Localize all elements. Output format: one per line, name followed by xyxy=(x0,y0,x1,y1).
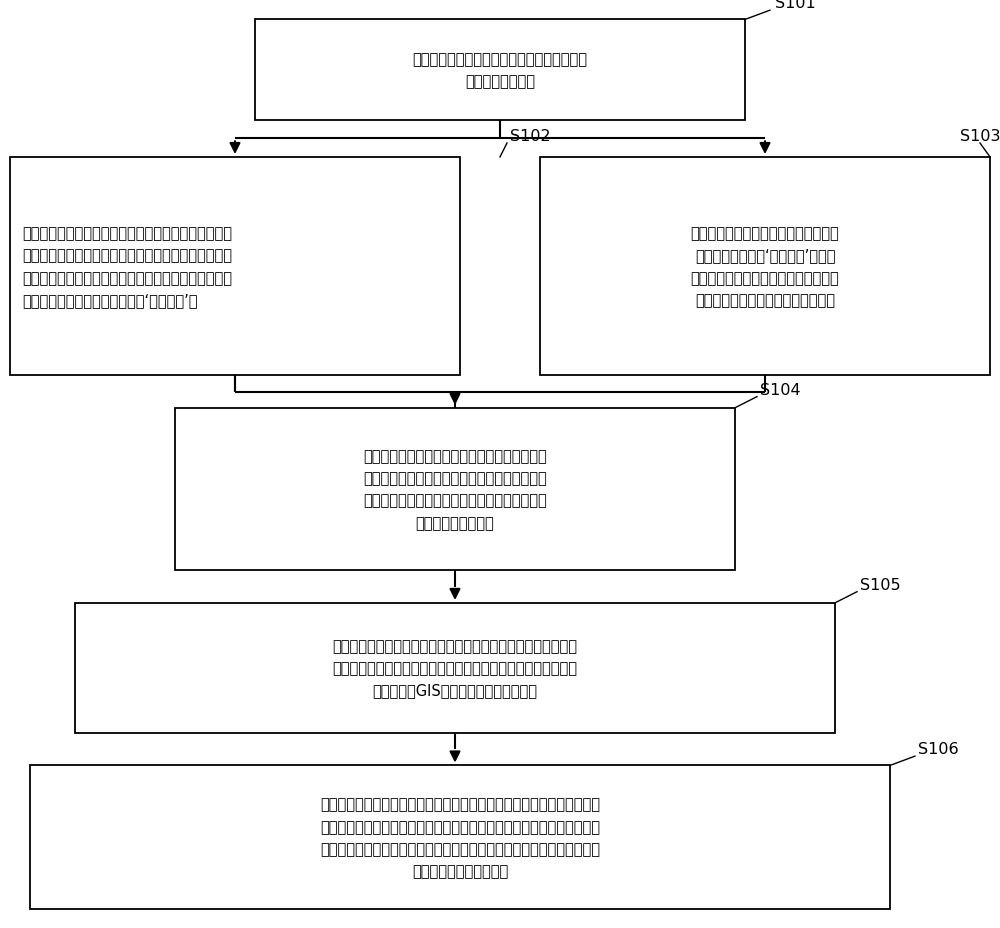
Text: S106: S106 xyxy=(918,741,959,756)
Text: 二是通过手持移动数据采集终端直接在
现场安装绑定，即‘现采现写’，两种
操作流程都可以完成电子标签的绑定操
作，可根据具体需求情况自行选择；: 二是通过手持移动数据采集终端直接在 现场安装绑定，即‘现采现写’，两种 操作流程… xyxy=(691,226,839,307)
Text: 巡检任务下发：任务的下发在服务平台后台进行
操作，操作人员根据具体巡检要求，可设置某一
次巡检任务的时间、地点、内容，也可以预定周
期性循环巡检任务；: 巡检任务下发：任务的下发在服务平台后台进行 操作，操作人员根据具体巡检要求，可设… xyxy=(363,449,547,530)
Bar xyxy=(30,766,890,909)
Text: 设备设施报修：在巡检员执行巡检任务的过程中，如果发现所巡检的设备
设施出现了故障，在选择、录入了该设备设施的异常情况后并提交后，由
服务平台后台管理人员指派维修: 设备设施报修：在巡检员执行巡检任务的过程中，如果发现所巡检的设备 设施出现了故障… xyxy=(320,797,600,878)
Bar xyxy=(10,158,460,376)
Bar xyxy=(175,408,735,571)
Bar xyxy=(75,603,835,733)
Text: S105: S105 xyxy=(860,577,901,592)
Text: S104: S104 xyxy=(760,382,801,397)
Text: S101: S101 xyxy=(775,0,816,11)
Bar xyxy=(540,158,990,376)
Text: 标签初始化：配套交通设备实施电子标签的初
始化设定的工作；: 标签初始化：配套交通设备实施电子标签的初 始化设定的工作； xyxy=(413,52,588,89)
Text: S102: S102 xyxy=(510,129,551,144)
Text: 巡检任务执行：在巡检任务下发后，巡检员可通过手持移动数据
采集终端查看所需执行的巡检任务，手持移动数据采集终端提供
文字描述、GIS锚点两种任务执行方式；: 巡检任务执行：在巡检任务下发后，巡检员可通过手持移动数据 采集终端查看所需执行的… xyxy=(332,638,578,698)
Text: S103: S103 xyxy=(960,129,1000,144)
Bar xyxy=(255,20,745,121)
Text: 标签绑定：电子标签与设备的绑定过程分为两种操作流
程，一是在服务平台中对现有设备进行预先设置实施任
务，然后通过手持移动数据采集终端将电子标签与已入
数据库电子: 标签绑定：电子标签与设备的绑定过程分为两种操作流 程，一是在服务平台中对现有设备… xyxy=(22,226,232,307)
